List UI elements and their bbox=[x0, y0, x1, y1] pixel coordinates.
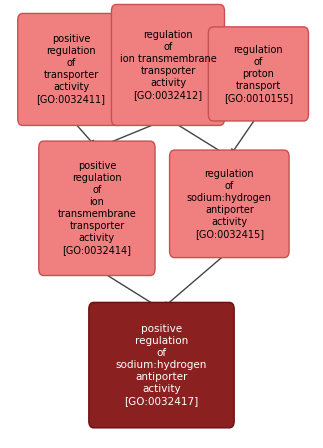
Text: positive
regulation
of
transporter
activity
[GO:0032411]: positive regulation of transporter activ… bbox=[36, 34, 106, 104]
FancyBboxPatch shape bbox=[89, 302, 234, 428]
FancyBboxPatch shape bbox=[208, 27, 308, 121]
FancyBboxPatch shape bbox=[18, 13, 124, 125]
FancyBboxPatch shape bbox=[39, 141, 155, 276]
Text: regulation
of
ion transmembrane
transporter
activity
[GO:0032412]: regulation of ion transmembrane transpor… bbox=[120, 30, 216, 100]
FancyBboxPatch shape bbox=[170, 150, 289, 258]
FancyBboxPatch shape bbox=[111, 4, 224, 125]
Text: positive
regulation
of
ion
transmembrane
transporter
activity
[GO:0032414]: positive regulation of ion transmembrane… bbox=[57, 161, 136, 255]
Text: regulation
of
proton
transport
[GO:0010155]: regulation of proton transport [GO:00101… bbox=[224, 45, 293, 103]
Text: positive
regulation
of
sodium:hydrogen
antiporter
activity
[GO:0032417]: positive regulation of sodium:hydrogen a… bbox=[116, 324, 207, 406]
Text: regulation
of
sodium:hydrogen
antiporter
activity
[GO:0032415]: regulation of sodium:hydrogen antiporter… bbox=[187, 169, 272, 239]
